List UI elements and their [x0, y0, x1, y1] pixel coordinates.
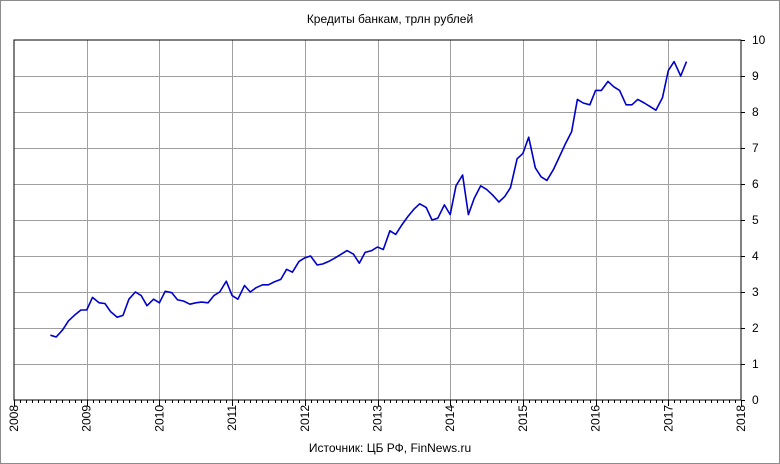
tick-layer [14, 40, 745, 406]
x-tick-label: 2017 [661, 405, 675, 432]
y-tick-label: 6 [752, 177, 759, 191]
x-tick-label: 2014 [443, 405, 457, 432]
x-tick-label: 2010 [152, 405, 166, 432]
chart-source: Источник: ЦБ РФ, FinNews.ru [308, 441, 472, 455]
y-tick-label: 9 [752, 69, 759, 83]
y-tick-label: 0 [752, 393, 759, 407]
x-tick-label: 2011 [225, 405, 239, 431]
tick-label-layer: 2008 2009 2010 2011 2012 2013 2014 2015 2016 2017… [7, 33, 766, 432]
x-tick-label: 2008 [7, 405, 21, 432]
x-tick-label: 2015 [516, 405, 530, 432]
y-tick-label: 3 [752, 285, 759, 299]
chart-title: Кредиты банкам, трлн рублей [306, 12, 474, 26]
y-tick-label: 4 [752, 249, 759, 263]
y-tick-label: 1 [752, 357, 759, 371]
x-tick-label: 2013 [371, 405, 385, 432]
y-tick-label: 2 [752, 321, 759, 335]
series-line [50, 60, 688, 338]
series-layer [50, 60, 688, 338]
y-tick-label: 10 [752, 33, 766, 47]
x-tick-label: 2012 [298, 405, 312, 432]
x-tick-label: 2009 [80, 405, 94, 432]
y-tick-label: 8 [752, 105, 759, 119]
y-tick-label: 7 [752, 141, 759, 155]
grid-layer [14, 40, 741, 400]
x-tick-label: 2018 [734, 405, 748, 432]
x-tick-label: 2016 [589, 405, 603, 432]
y-tick-label: 5 [752, 213, 759, 227]
